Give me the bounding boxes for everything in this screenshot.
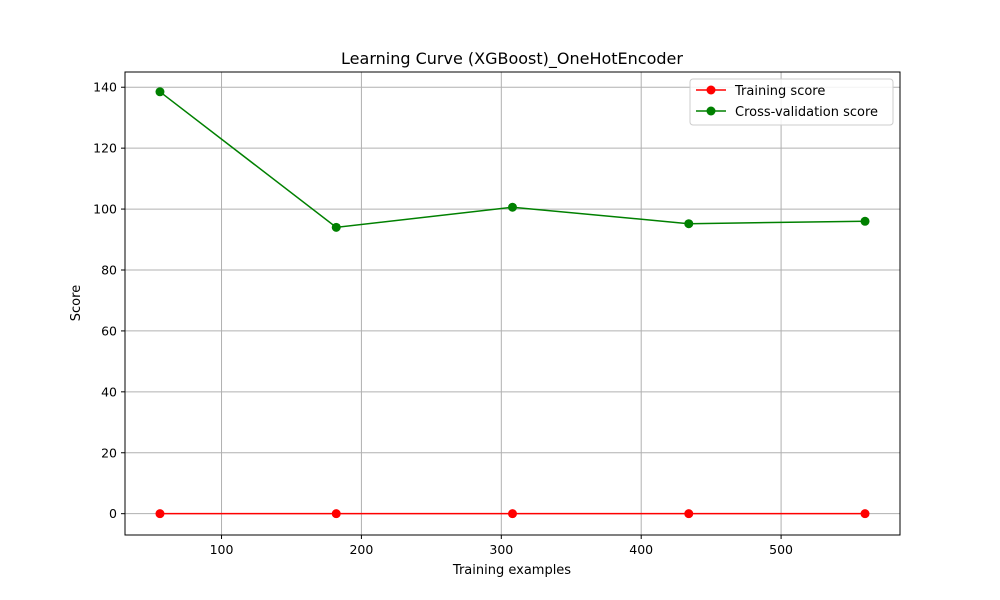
y-tick-label: 100 xyxy=(93,202,117,217)
y-tick-label: 0 xyxy=(109,506,117,521)
x-axis-label: Training examples xyxy=(452,563,571,578)
plot-frame xyxy=(124,71,901,536)
y-tick-label: 40 xyxy=(101,384,117,399)
y-tick-label: 60 xyxy=(101,323,117,338)
legend-marker-training xyxy=(706,85,716,95)
data-point-cv xyxy=(684,219,694,229)
data-point-training xyxy=(860,509,870,519)
legend: Training score Cross-validation score xyxy=(689,78,894,126)
legend-label-cv: Cross-validation score xyxy=(735,105,878,120)
legend-marker-cv xyxy=(706,106,716,116)
data-point-cv xyxy=(860,216,870,226)
legend-box xyxy=(689,78,894,126)
y-axis-label: Score xyxy=(69,285,84,321)
y-tick-label: 20 xyxy=(101,445,117,460)
y-tick-label: 80 xyxy=(101,262,117,277)
y-tick-label: 140 xyxy=(93,80,117,95)
data-point-training xyxy=(331,509,341,519)
x-tick-label: 100 xyxy=(210,542,234,557)
x-tick-label: 200 xyxy=(349,542,373,557)
data-point-cv xyxy=(508,202,517,212)
series-layer xyxy=(155,87,870,519)
data-point-training xyxy=(508,509,517,519)
data-point-cv xyxy=(331,222,341,232)
tick-layer: 100 200 300 400 500 0 20 40 60 80 100 120 140 xyxy=(93,80,793,557)
x-tick-label: 400 xyxy=(629,542,653,557)
data-point-training xyxy=(155,509,165,519)
data-point-cv xyxy=(155,87,165,97)
legend-label-training: Training score xyxy=(734,84,825,99)
y-tick-label: 120 xyxy=(93,141,117,156)
data-point-training xyxy=(684,509,694,519)
x-tick-label: 300 xyxy=(489,542,513,557)
x-tick-label: 500 xyxy=(769,542,793,557)
chart-title: Learning Curve (XGBoost)_OneHotEncoder xyxy=(341,49,683,69)
